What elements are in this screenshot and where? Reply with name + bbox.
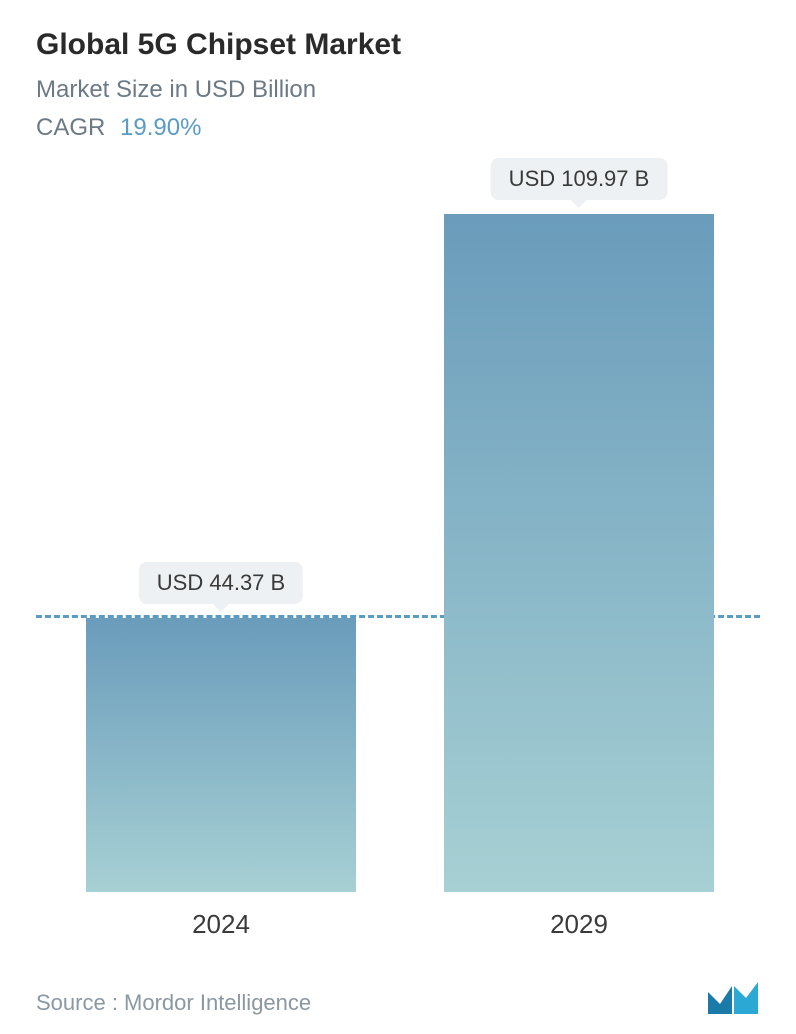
source-attribution: Source : Mordor Intelligence [36, 990, 311, 1016]
x-axis-label-2029: 2029 [550, 909, 608, 940]
chart-plot-area: USD 44.37 B2024USD 109.97 B2029 [36, 152, 760, 892]
bar-2029 [444, 214, 714, 892]
cagr-value: 19.90% [120, 114, 201, 141]
brand-logo-icon [706, 978, 760, 1016]
value-label-2029: USD 109.97 B [491, 158, 668, 200]
value-label-2024: USD 44.37 B [139, 562, 303, 604]
cagr-row: CAGR 19.90% [36, 114, 760, 142]
cagr-label: CAGR [36, 114, 105, 141]
chart-subtitle: Market Size in USD Billion [36, 76, 760, 104]
chart-title: Global 5G Chipset Market [36, 28, 760, 62]
bar-2024 [86, 618, 356, 892]
x-axis-label-2024: 2024 [192, 909, 250, 940]
